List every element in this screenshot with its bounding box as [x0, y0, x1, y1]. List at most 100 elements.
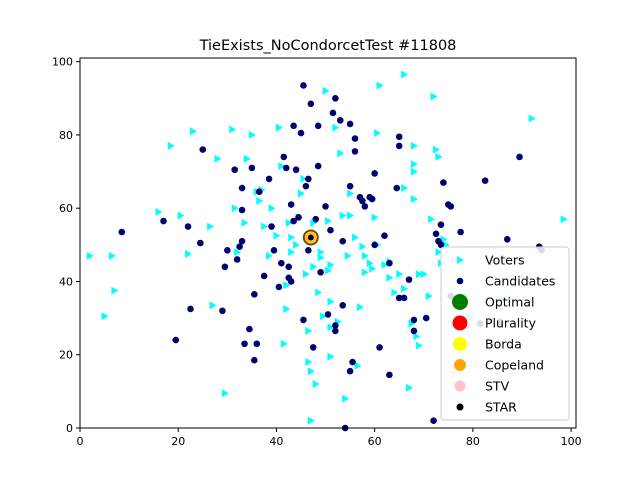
candidate-point	[346, 367, 354, 375]
candidate-point	[287, 201, 295, 208]
candidate-point	[503, 236, 511, 243]
candidate-point	[395, 142, 403, 150]
candidate-point	[199, 146, 207, 153]
candidate-point	[437, 241, 445, 249]
voter-point	[361, 251, 369, 260]
candidate-point	[339, 301, 347, 309]
candidate-point	[332, 322, 339, 329]
voter-point	[280, 339, 288, 348]
voter-point	[189, 127, 197, 136]
candidate-point	[332, 327, 339, 335]
candidate-point	[275, 283, 283, 291]
winner-point-star	[307, 234, 314, 241]
candidate-point	[297, 129, 305, 137]
voter-point	[288, 248, 296, 257]
plot-area	[86, 70, 568, 432]
voter-point	[322, 86, 330, 95]
voter-point	[108, 251, 116, 260]
voter-point	[317, 253, 325, 262]
candidate-point	[371, 241, 378, 249]
chart-title: TieExists_NoCondorcetTest #11808	[199, 38, 457, 54]
x-tick-label: 0	[77, 435, 84, 448]
voter-point	[285, 218, 293, 227]
legend-label: STV	[485, 379, 510, 394]
candidate-point	[339, 237, 347, 245]
candidate-point	[118, 228, 126, 236]
voter-point	[347, 189, 355, 198]
candidate-point	[287, 278, 295, 285]
voter-point	[352, 233, 360, 242]
candidate-point	[457, 228, 464, 236]
voter-point	[359, 242, 367, 251]
candidate-point	[251, 290, 258, 298]
candidate-point	[300, 316, 307, 324]
candidate-point	[371, 170, 378, 177]
candidate-point	[324, 311, 332, 318]
voter-point	[256, 196, 264, 205]
voter-point	[425, 292, 433, 301]
candidate-point	[221, 263, 229, 271]
voter-point	[283, 281, 291, 290]
legend-marker-candidates	[456, 277, 464, 285]
candidate-point	[400, 294, 408, 302]
candidate-point	[327, 226, 334, 234]
voter-point	[167, 141, 175, 150]
voter-point	[430, 92, 438, 101]
legend-marker-voters	[457, 256, 464, 264]
candidate-point	[430, 417, 437, 424]
candidate-point	[312, 215, 320, 223]
legend-label: Copeland	[485, 358, 544, 373]
voter-point	[325, 217, 332, 226]
voter-point	[307, 367, 315, 376]
candidate-point	[246, 325, 253, 333]
voter-point	[315, 288, 323, 297]
voter-point	[413, 332, 421, 341]
candidate-point	[302, 182, 310, 190]
voter-point	[386, 273, 394, 282]
candidate-point	[447, 203, 455, 210]
voter-point	[428, 215, 436, 224]
y-tick-label: 20	[59, 349, 73, 362]
legend-label: Optimal	[485, 295, 534, 310]
candidate-point	[516, 153, 523, 161]
candidate-point	[238, 184, 246, 192]
candidate-point	[437, 221, 445, 228]
voter-point	[327, 323, 335, 332]
voter-point	[433, 145, 441, 154]
candidate-point	[386, 259, 393, 267]
voter-point	[317, 248, 325, 257]
voter-point	[560, 215, 568, 224]
x-tick-label: 80	[466, 435, 480, 448]
candidate-point	[346, 182, 354, 190]
candidate-point	[265, 175, 273, 183]
candidate-point	[197, 239, 204, 247]
voter-point	[369, 264, 377, 273]
voter-point	[339, 211, 347, 220]
voter-point	[209, 301, 217, 310]
voter-point	[374, 129, 382, 138]
legend: Voters Candidates Optimal Plurality Borda Cop…	[440, 246, 570, 421]
voter-point	[310, 218, 318, 227]
candidate-point	[381, 232, 388, 239]
candidate-point	[322, 203, 329, 210]
voter-point	[273, 231, 281, 240]
voter-point	[312, 380, 320, 389]
voter-point	[410, 160, 418, 169]
x-tick-label: 40	[269, 435, 283, 448]
voter-point	[297, 189, 305, 198]
voter-point	[408, 319, 416, 328]
voter-point	[410, 141, 418, 150]
voter-point	[401, 284, 409, 293]
voter-point	[528, 114, 536, 123]
candidate-point	[187, 305, 194, 313]
candidate-point	[172, 336, 180, 344]
y-tick-label: 80	[59, 129, 73, 142]
candidate-point	[314, 122, 322, 130]
voter-point	[332, 123, 340, 132]
legend-label: Voters	[485, 253, 524, 268]
candidate-point	[309, 344, 317, 351]
voter-point	[86, 251, 94, 260]
voter-point	[415, 270, 423, 279]
candidate-point	[351, 148, 359, 155]
